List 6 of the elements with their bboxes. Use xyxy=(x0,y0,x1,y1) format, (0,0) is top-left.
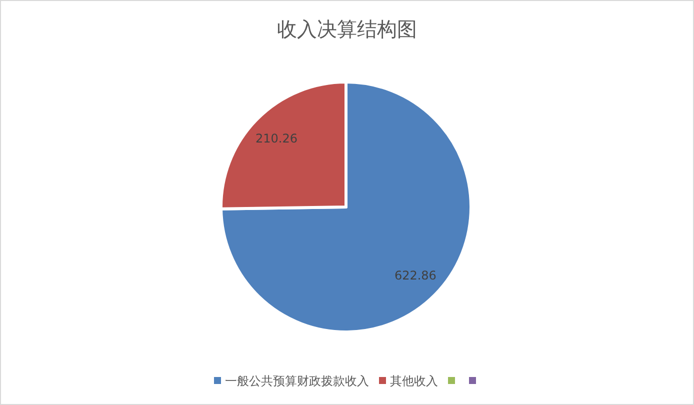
data-label: 622.86 xyxy=(394,268,436,282)
legend-label: 其他收入 xyxy=(390,374,438,388)
chart-title: 收入决算结构图 xyxy=(277,17,417,41)
pie-slice xyxy=(220,80,472,334)
legend-label: 一般公共预算财政拨款收入 xyxy=(225,374,369,388)
data-label: 210.26 xyxy=(256,132,298,146)
